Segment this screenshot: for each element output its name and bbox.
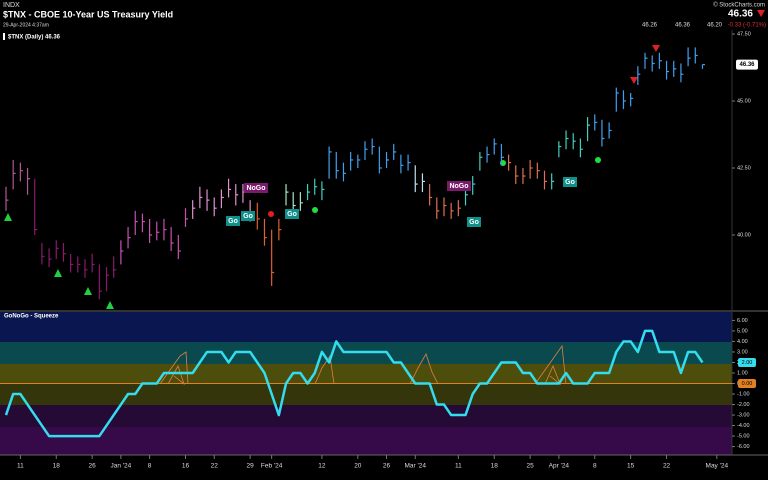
go-dot [595,157,601,163]
chart-title: $TNX - CBOE 10-Year US Treasury Yield [3,9,173,19]
band [0,384,732,405]
exchange: INDX [3,2,20,9]
open: 46.26 [642,23,658,29]
hatch [544,364,561,386]
go-triangle [106,301,114,309]
go-triangle [84,287,92,295]
hatch [167,365,185,386]
last-price: 46.36 [728,9,753,20]
signal-label: NoGo [246,185,265,192]
y-tick-label: 3.00 [737,349,748,355]
x-tick-label: 26 [89,463,97,470]
oscillator-line [4,329,704,438]
x-tick-label: 12 [318,463,326,470]
x-tick-label: 26 [383,463,391,470]
current-price-label: 46.36 [739,62,755,68]
signal-box [285,209,299,219]
panel-title: GoNoGo - Squeeze [4,314,59,320]
x-tick-label: Apr '24 [549,463,570,470]
x-tick-label: Mar '24 [405,463,427,470]
signal-box [241,211,255,221]
current-value-box [738,379,756,388]
x-tick-label: 18 [491,463,499,470]
y-tick-label: 42.50 [737,165,751,171]
go-triangle [54,269,62,277]
x-tick-label: 11 [17,463,24,470]
x-tick-label: 8 [593,463,597,470]
signal-box [447,181,471,191]
signal-box [467,217,481,227]
y-tick-label: 45.00 [737,98,751,104]
go-triangle [4,213,12,221]
hatch [159,351,189,385]
x-tick-label: 20 [354,463,362,470]
x-tick-label: 25 [527,463,535,470]
low: 46.20 [707,23,723,29]
source: © StockCharts.com [713,2,765,9]
y-tick-label: 5.00 [737,328,748,334]
date: 29-Apr-2024 4:37am [3,22,49,28]
x-tick-label: Feb '24 [261,463,283,470]
signal-box [563,177,577,187]
y-tick-label: 40.00 [737,232,751,238]
x-tick-label: 15 [627,463,635,470]
current-price-box [736,59,758,70]
x-tick-label: May '24 [706,463,729,470]
signal-box [244,183,268,193]
current-value-label: 0.00 [742,381,753,387]
x-tick-label: 8 [148,463,152,470]
change: -0.33 (-0.71%) [728,23,766,29]
hatch [314,354,335,385]
signal-label: Go [287,211,297,218]
oscillator-bands [0,312,732,455]
y-tick-label: -2.00 [737,402,750,408]
y-tick-label: -5.00 [737,434,750,440]
go-dot [312,207,318,213]
nogo-dot [268,211,274,217]
band [0,427,732,455]
squeeze-hatch [159,344,567,386]
signal-label: Go [228,218,238,225]
x-tick-label: Jan '24 [110,463,131,470]
legend: $TNX (Daily) 46.36 [8,35,61,41]
band [0,364,732,384]
current-value-label: 2.00 [742,360,753,366]
x-tick-label: 22 [211,463,219,470]
current-value-box [738,357,756,367]
hatch [409,353,439,385]
x-tick-label: 16 [182,463,190,470]
down-icon [757,10,765,17]
y-tick-label: -4.00 [737,423,750,429]
legend-swatch [3,33,5,40]
y-tick-label: 4.00 [737,339,748,345]
y-tick-label: -3.00 [737,412,750,418]
x-tick-label: 11 [455,463,462,470]
y-tick-label: -1.00 [737,391,750,397]
x-tick-label: 22 [663,463,671,470]
y-tick-label: 1.00 [737,370,748,376]
band [0,405,732,427]
x-tick-label: 18 [53,463,61,470]
nogo-triangle [652,45,660,52]
signal-label: NoGo [449,183,468,190]
hatch [534,344,567,385]
signal-box [226,216,240,226]
band [0,312,732,342]
signal-label: Go [243,213,253,220]
signal-label: Go [565,179,575,186]
x-tick-label: 29 [247,463,255,470]
signal-label: Go [469,219,479,226]
y-tick-label: 47.50 [737,31,751,37]
y-tick-label: 6.00 [737,318,748,324]
y-tick-label: -6.00 [737,444,750,450]
high: 46.36 [675,23,691,29]
nogo-triangle [630,77,638,84]
